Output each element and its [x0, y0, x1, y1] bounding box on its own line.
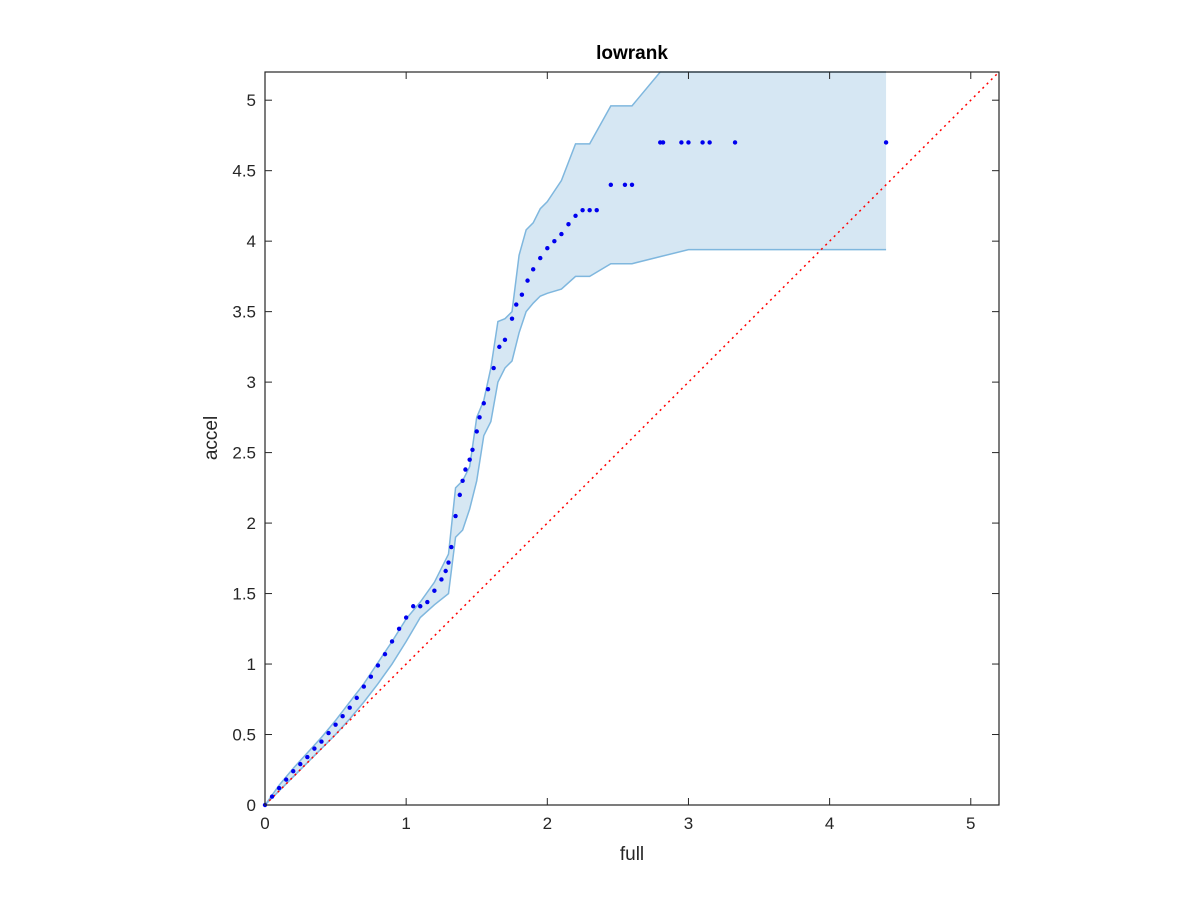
data-point	[622, 182, 628, 187]
x-axis-title: full	[620, 844, 644, 865]
data-point	[443, 568, 448, 574]
data-point	[530, 267, 536, 272]
data-point	[883, 140, 889, 145]
data-point	[732, 140, 738, 145]
data-point	[389, 639, 395, 644]
data-point	[354, 695, 359, 701]
data-point	[368, 674, 374, 679]
data-point	[477, 415, 482, 420]
data-point	[453, 513, 458, 519]
data-point	[460, 478, 465, 483]
confidence-band-upper-edge	[264, 71, 887, 806]
data-point	[491, 365, 496, 371]
y-tick-label: 4.5	[232, 162, 256, 181]
data-point	[509, 316, 515, 321]
y-tick-label: 1.5	[232, 585, 256, 604]
data-point	[502, 337, 508, 343]
data-point	[340, 713, 345, 719]
data-point	[608, 182, 614, 187]
data-point	[481, 401, 486, 406]
data-point	[467, 457, 472, 462]
data-point	[403, 615, 409, 620]
y-tick-label: 5	[247, 91, 256, 110]
ticks-layer: 0 1 2 3 4 5 0 0.5 1 1.5 2 2.5 3 3.5 4 4.5 5	[232, 72, 999, 833]
data-point	[566, 222, 571, 227]
confidence-band-lower-edge	[264, 248, 887, 806]
data-point	[457, 492, 462, 498]
x-tick-label: 0	[260, 814, 269, 833]
data-point	[686, 140, 691, 145]
data-point	[446, 560, 451, 565]
x-tick-label: 1	[401, 814, 410, 833]
data-point	[580, 207, 585, 213]
y-tick-label: 4	[247, 232, 256, 251]
data-point	[305, 754, 310, 760]
data-point	[474, 429, 479, 434]
data-point	[660, 140, 666, 145]
chart-title: lowrank	[596, 43, 668, 64]
data-point	[382, 651, 388, 657]
data-points-layer	[262, 140, 889, 808]
y-tick-label: 1	[247, 655, 256, 674]
x-tick-label: 3	[684, 814, 693, 833]
y-tick-label: 2	[247, 514, 256, 533]
data-point	[573, 213, 578, 218]
data-point	[375, 663, 381, 668]
data-point	[497, 344, 502, 350]
data-point	[463, 467, 468, 472]
data-point	[291, 768, 296, 774]
x-tick-label: 5	[966, 814, 975, 833]
data-point	[439, 577, 444, 582]
data-point	[276, 785, 282, 791]
data-point	[514, 302, 519, 307]
data-point	[519, 292, 525, 297]
axes-layer	[264, 71, 1000, 806]
data-point	[587, 207, 592, 213]
reference-line	[264, 71, 1000, 806]
data-point	[700, 140, 705, 145]
data-point	[559, 231, 564, 237]
x-tick-label: 2	[543, 814, 552, 833]
data-point	[545, 246, 550, 251]
data-point	[298, 761, 303, 767]
data-point	[552, 238, 557, 244]
data-point	[283, 777, 289, 782]
data-point	[449, 544, 454, 550]
data-point	[361, 684, 367, 689]
y-tick-label: 2.5	[232, 444, 256, 463]
data-point	[485, 386, 491, 392]
data-point	[470, 447, 475, 452]
data-point	[411, 604, 416, 609]
y-axis-title: accel	[201, 416, 222, 460]
data-point	[396, 626, 402, 631]
y-tick-label: 0	[247, 796, 256, 815]
data-point	[525, 278, 530, 283]
data-point	[312, 746, 317, 751]
data-point	[707, 140, 712, 145]
data-point	[432, 588, 437, 593]
data-point	[333, 722, 338, 727]
y-tick-label: 0.5	[232, 726, 256, 745]
y-tick-label: 3	[247, 373, 256, 392]
data-point	[269, 794, 275, 799]
data-point	[347, 705, 352, 710]
data-point	[319, 739, 324, 744]
data-point	[679, 140, 684, 145]
axes-box	[264, 71, 1000, 806]
data-point	[425, 599, 430, 605]
data-point	[538, 255, 543, 261]
reference-line-layer	[264, 71, 1000, 806]
y-tick-label: 3.5	[232, 303, 256, 322]
x-tick-label: 4	[825, 814, 834, 833]
data-point	[594, 207, 599, 213]
data-point	[629, 182, 635, 187]
data-point	[326, 730, 331, 736]
data-point	[418, 604, 423, 609]
